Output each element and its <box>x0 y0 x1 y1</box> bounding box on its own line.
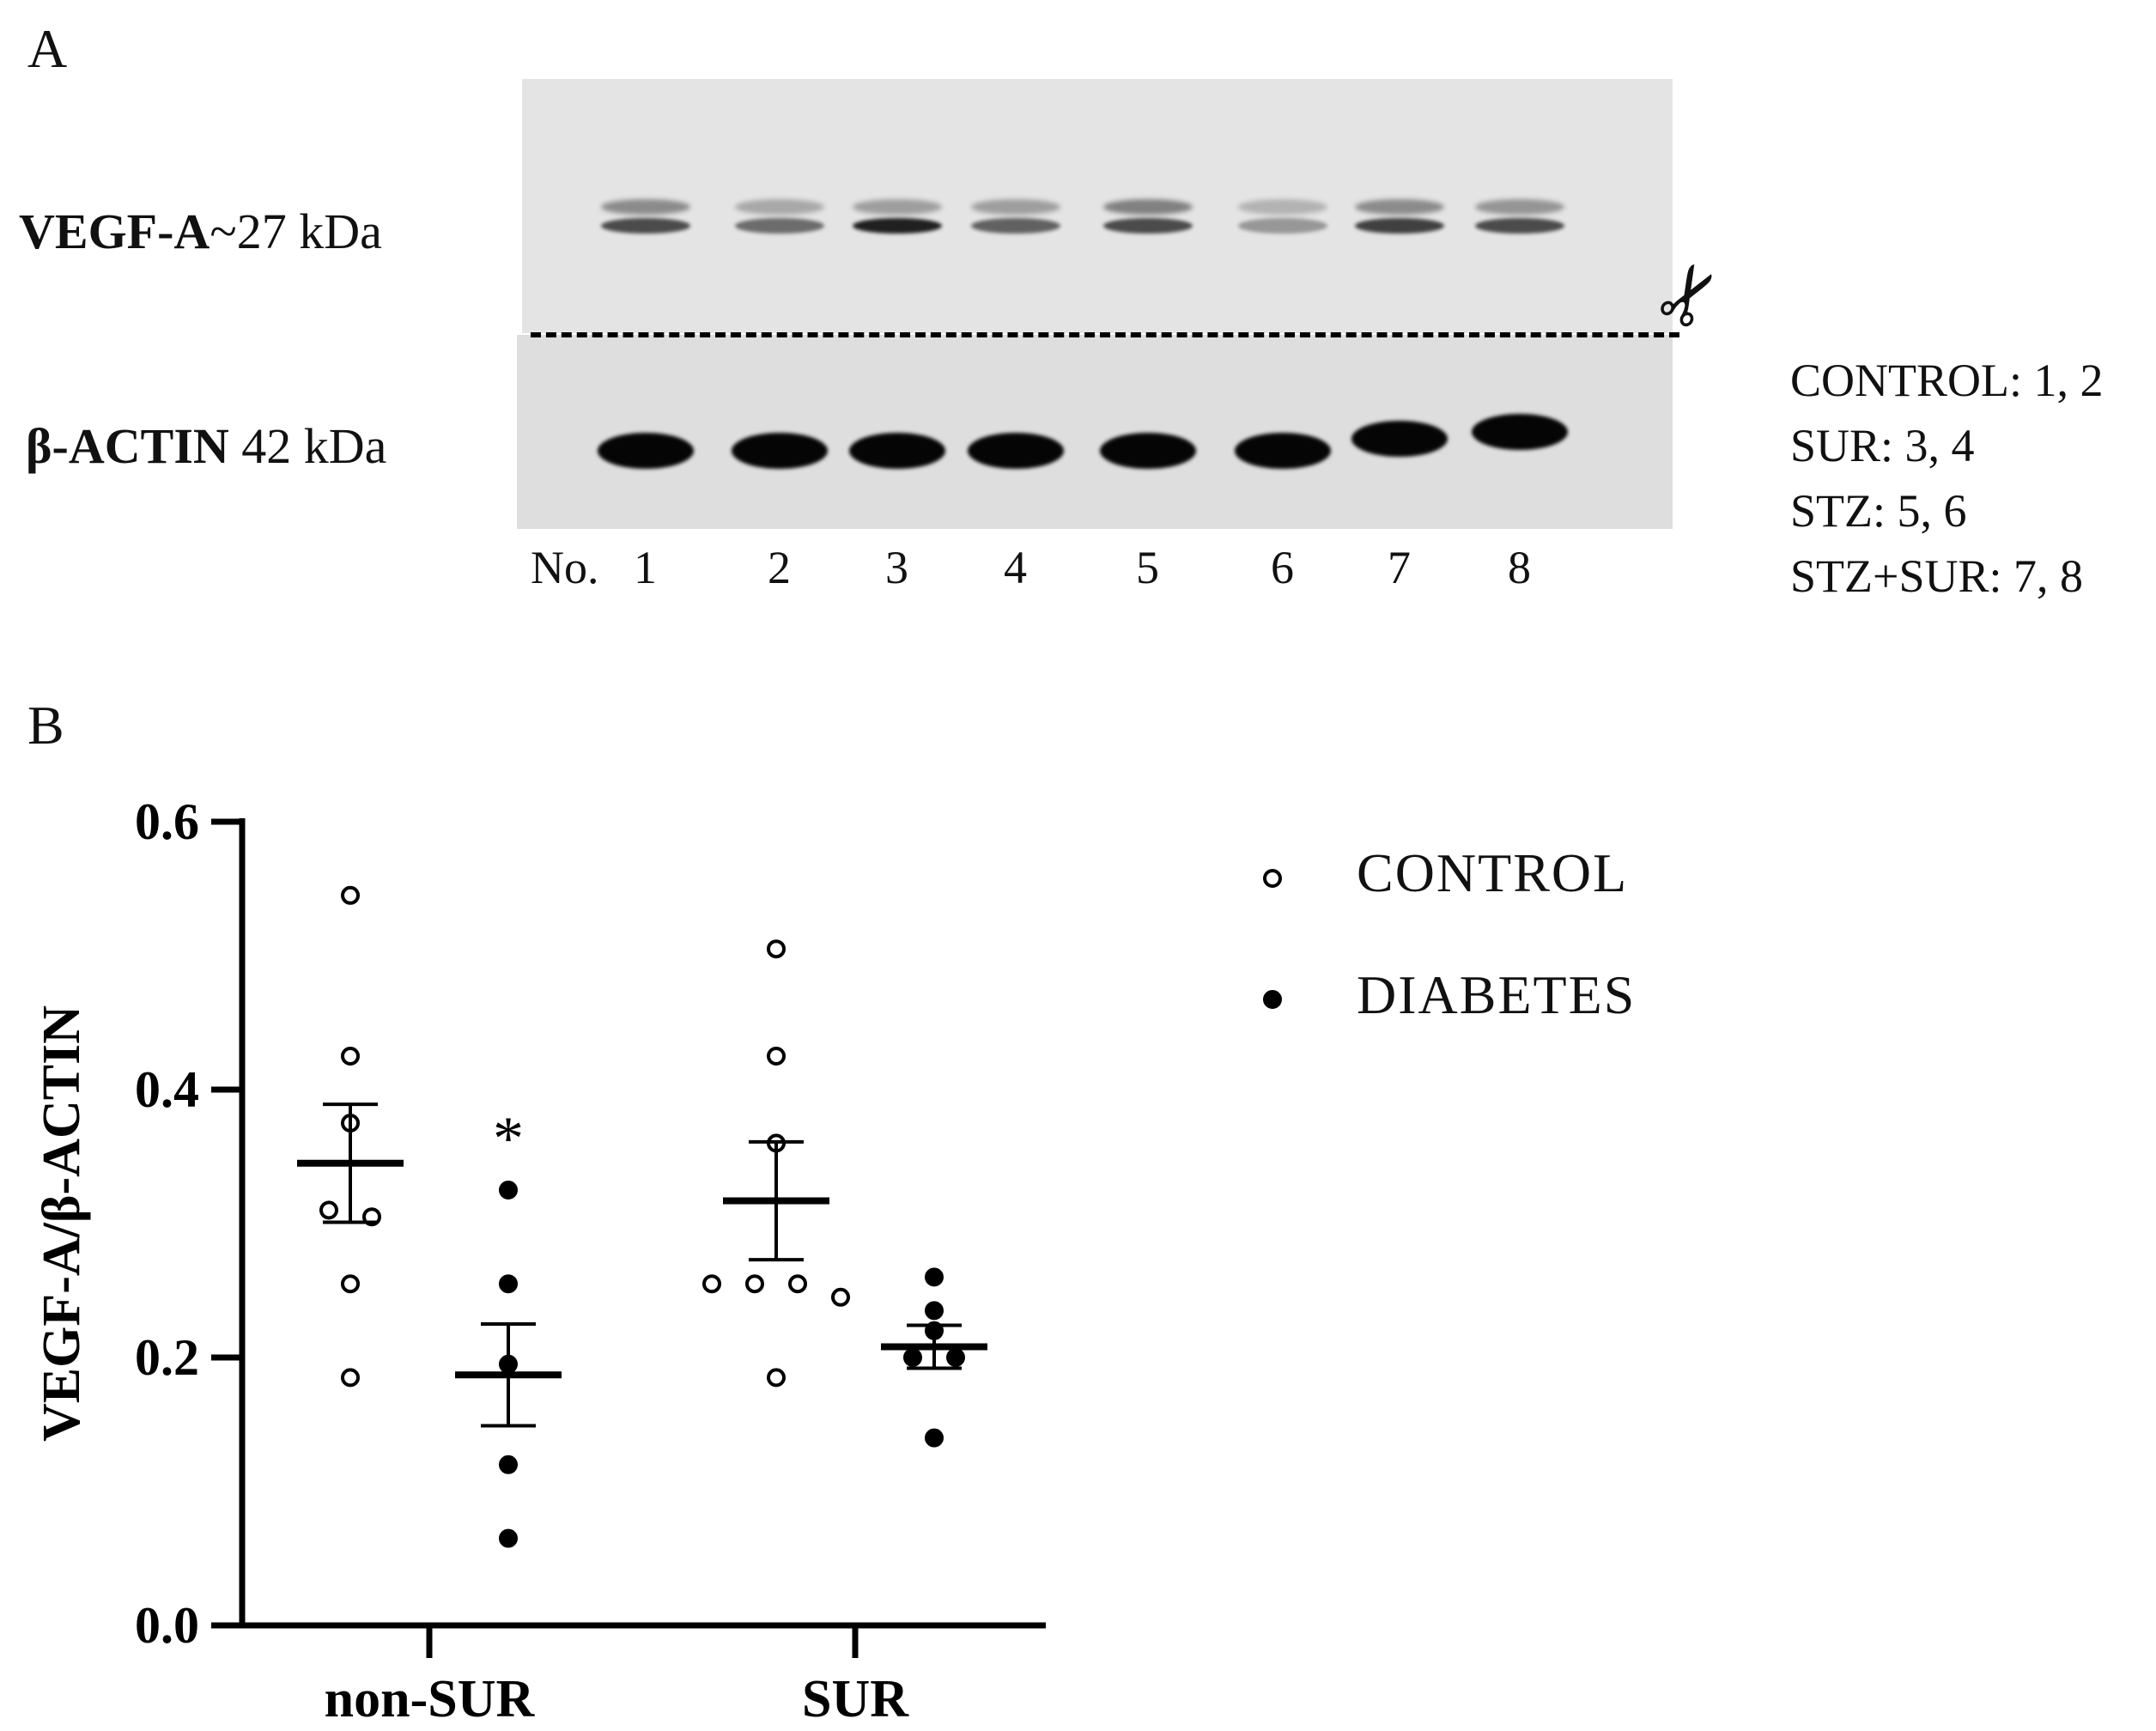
diabetes-data-point <box>499 1455 518 1474</box>
legend-control-marker <box>1263 869 1282 888</box>
actin-band <box>1235 433 1331 469</box>
legend-control: CONTROL <box>1357 841 1628 905</box>
control-data-point <box>702 1274 721 1294</box>
chart-marks: * <box>297 869 1282 1548</box>
diabetes-data-point <box>499 1528 518 1548</box>
legend-diabetes-label: DIABETES <box>1357 964 1637 1025</box>
diabetes-data-point <box>925 1301 944 1321</box>
vegf-lower-band <box>735 218 824 234</box>
significance-asterisk: * <box>493 1104 524 1173</box>
legend-diabetes-marker <box>1263 990 1282 1009</box>
control-data-point <box>341 1274 360 1294</box>
x-tick-label: non-SUR <box>325 1670 536 1728</box>
diabetes-data-point <box>499 1274 518 1294</box>
vegf-lower-band <box>1103 218 1193 234</box>
vegf-lower-band <box>971 218 1060 234</box>
lane-number: 7 <box>1388 542 1411 593</box>
diabetes-data-point <box>925 1428 944 1448</box>
actin-band <box>1472 414 1568 450</box>
actin-band <box>732 433 828 469</box>
control-data-point <box>767 1368 786 1388</box>
x-tick-label: SUR <box>802 1670 909 1728</box>
actin-band <box>598 433 694 469</box>
panel-a-letter: A <box>27 18 68 79</box>
diabetes-data-point <box>903 1348 922 1367</box>
control-data-point <box>745 1274 764 1294</box>
actin-kda: 42 kDa <box>241 418 387 474</box>
vegf-upper-band <box>1355 199 1444 215</box>
group-legend-stz: STZ: 5, 6 <box>1790 485 1967 537</box>
vegf-lower-band <box>1238 218 1327 234</box>
scatter-chart: 0.0 0.2 0.4 0.6 non-SUR SUR VEGF-A/β-ACTIN * <box>33 793 1282 1728</box>
vegf-lower-band <box>853 218 942 234</box>
vegf-upper-band <box>1238 199 1327 215</box>
chart-axes: 0.0 0.2 0.4 0.6 non-SUR SUR VEGF-A/β-ACTIN <box>33 793 1046 1728</box>
group-legend-control: CONTROL: 1, 2 <box>1790 355 2104 406</box>
actin-band <box>968 433 1064 469</box>
vegf-upper-band <box>1475 199 1564 215</box>
y-tick-label: 0.2 <box>135 1329 199 1386</box>
vegf-lower-band <box>1475 218 1564 234</box>
vegf-upper-band <box>601 199 690 215</box>
vegf-kda: ~27 kDa <box>210 203 382 259</box>
legend-control-label: CONTROL <box>1357 842 1629 903</box>
y-axis-label: VEGF-A/β-ACTIN <box>33 1005 91 1442</box>
control-data-point <box>341 1047 360 1066</box>
lane-number: 8 <box>1508 542 1531 593</box>
lane-number: 5 <box>1136 542 1159 593</box>
diabetes-data-point <box>946 1348 965 1367</box>
y-tick-label: 0.6 <box>135 793 199 850</box>
vegf-band-label: VEGF-A~27 kDa <box>19 203 382 260</box>
lane-number: 2 <box>768 542 791 593</box>
vegf-lower-band <box>601 218 690 234</box>
vegf-upper-band <box>735 199 824 215</box>
vegf-upper-band <box>971 199 1060 215</box>
diabetes-data-point <box>499 1181 518 1200</box>
actin-band <box>849 433 945 469</box>
vegf-blot-image <box>522 79 1673 333</box>
diabetes-data-point <box>925 1267 944 1287</box>
control-data-point <box>767 1047 786 1066</box>
control-data-point <box>341 1368 360 1388</box>
control-data-point <box>831 1287 850 1307</box>
actin-band-label: β-ACTIN 42 kDa <box>26 417 386 475</box>
actin-protein-name: β-ACTIN <box>26 418 229 474</box>
lane-prefix: No. <box>531 542 599 593</box>
control-data-point <box>319 1200 338 1220</box>
y-tick-label: 0.0 <box>135 1597 199 1654</box>
group-legend-stz-sur: STZ+SUR: 7, 8 <box>1790 550 2084 602</box>
actin-band <box>1351 421 1448 457</box>
lane-number: 4 <box>1004 542 1027 593</box>
lane-number: 3 <box>885 542 908 593</box>
vegf-upper-band <box>1103 199 1193 215</box>
vegf-upper-band <box>853 199 942 215</box>
actin-blot-image <box>517 335 1673 529</box>
lane-number: 6 <box>1271 542 1294 593</box>
actin-band <box>1100 433 1196 469</box>
vegf-protein-name: VEGF-A <box>19 203 210 259</box>
panel-b-letter: B <box>27 695 64 756</box>
control-data-point <box>767 939 786 959</box>
control-data-point <box>341 885 360 905</box>
legend-diabetes: DIABETES <box>1357 963 1636 1027</box>
vegf-lower-band <box>1355 218 1444 234</box>
y-tick-label: 0.4 <box>135 1061 199 1118</box>
lane-number: 1 <box>634 542 657 593</box>
group-legend-sur: SUR: 3, 4 <box>1790 420 1975 471</box>
control-data-point <box>788 1274 807 1294</box>
cut-line <box>531 332 1679 337</box>
